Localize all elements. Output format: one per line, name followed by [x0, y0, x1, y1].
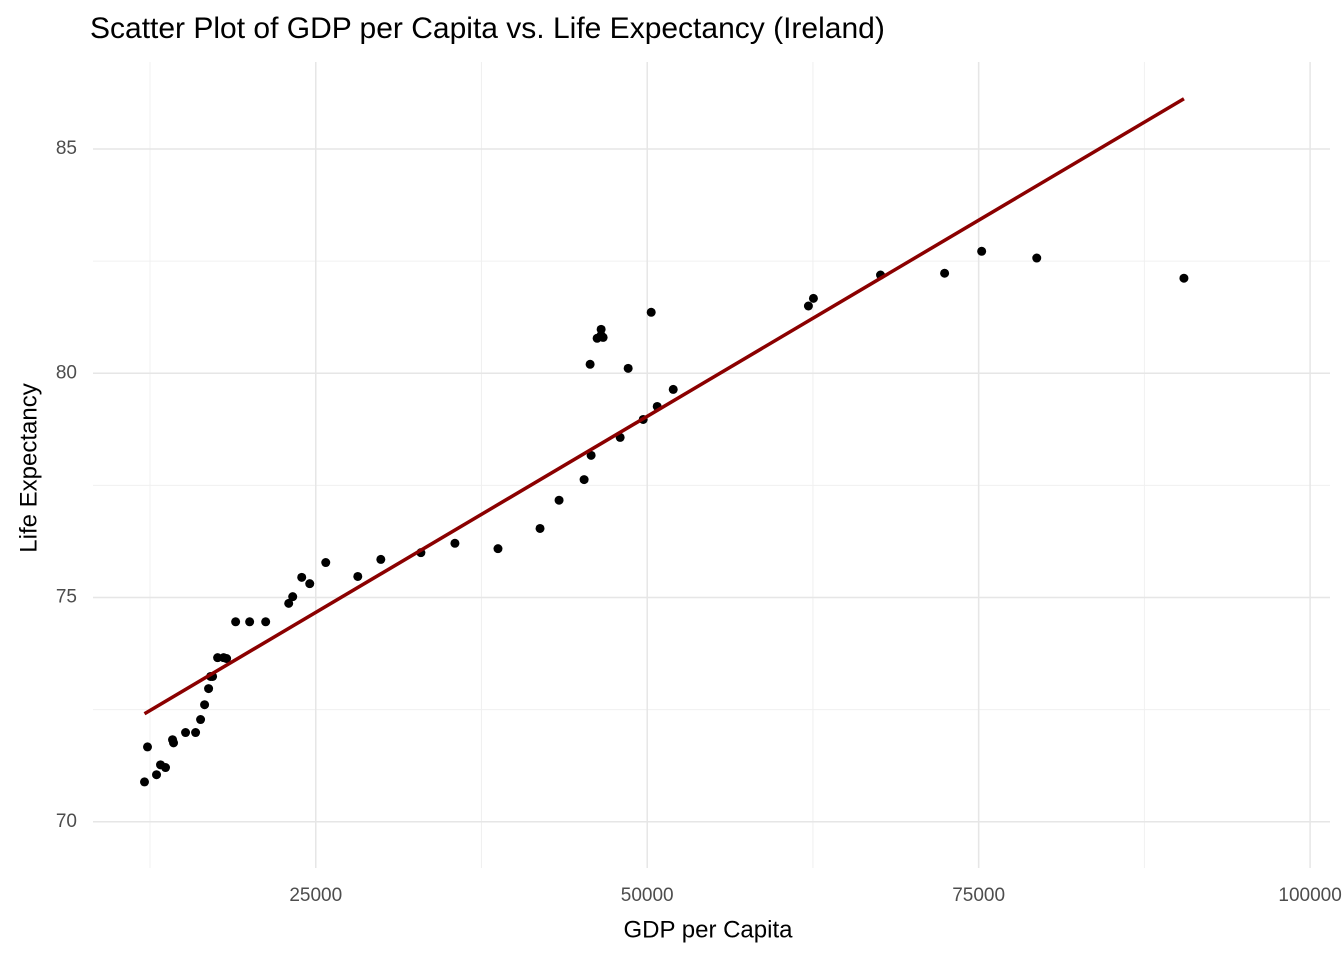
point	[450, 538, 460, 548]
point	[940, 268, 950, 278]
point	[803, 301, 813, 311]
y-axis-title: Life Expectancy	[15, 383, 42, 552]
point	[554, 495, 564, 505]
point	[191, 728, 201, 738]
point	[196, 715, 206, 725]
y-tick-label: 85	[56, 138, 77, 159]
point	[376, 554, 386, 564]
point	[143, 742, 153, 752]
point	[646, 307, 656, 317]
point	[493, 544, 503, 554]
point	[596, 324, 606, 334]
point	[231, 617, 241, 627]
point	[245, 617, 255, 627]
point	[169, 738, 179, 748]
point	[977, 246, 987, 256]
point	[261, 617, 271, 627]
point	[1179, 273, 1189, 283]
x-tick-label: 100000	[1278, 885, 1341, 906]
y-tick-label: 75	[56, 587, 77, 608]
point	[297, 572, 307, 582]
point	[668, 384, 678, 394]
point	[181, 728, 191, 738]
chart-title: Scatter Plot of GDP per Capita vs. Life …	[90, 12, 885, 45]
point	[535, 523, 545, 533]
x-axis-title: GDP per Capita	[624, 916, 794, 943]
point	[586, 450, 596, 460]
point	[305, 579, 315, 589]
point	[204, 684, 214, 694]
x-tick-label: 75000	[952, 885, 1005, 906]
y-tick-label: 70	[56, 811, 77, 832]
point	[353, 571, 363, 581]
point	[140, 777, 150, 787]
x-tick-label: 50000	[621, 885, 674, 906]
point	[321, 558, 331, 568]
point	[1032, 253, 1042, 263]
point	[623, 363, 633, 373]
point	[808, 293, 818, 303]
point	[200, 700, 210, 710]
point	[579, 475, 589, 485]
trend-line	[143, 97, 1185, 716]
point	[222, 654, 232, 664]
point	[585, 359, 595, 369]
y-tick-label: 80	[56, 362, 77, 383]
grid	[93, 62, 1330, 868]
point	[284, 598, 294, 608]
point	[161, 763, 171, 773]
x-tick-label: 25000	[289, 885, 342, 906]
point	[152, 770, 162, 780]
point	[598, 332, 608, 342]
point	[288, 592, 298, 602]
